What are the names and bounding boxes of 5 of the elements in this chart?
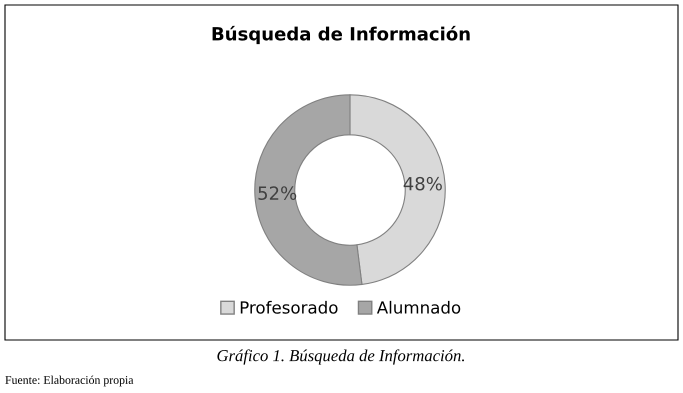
legend-label: Alumnado [376, 300, 460, 314]
legend-label: Profesorado [240, 300, 338, 314]
text: Gráfico 1. Búsqueda de Información. [217, 349, 464, 365]
chart-title: Búsqueda de Información [212, 26, 470, 44]
source-note: Fuente: Elaboración propia [5, 376, 134, 386]
